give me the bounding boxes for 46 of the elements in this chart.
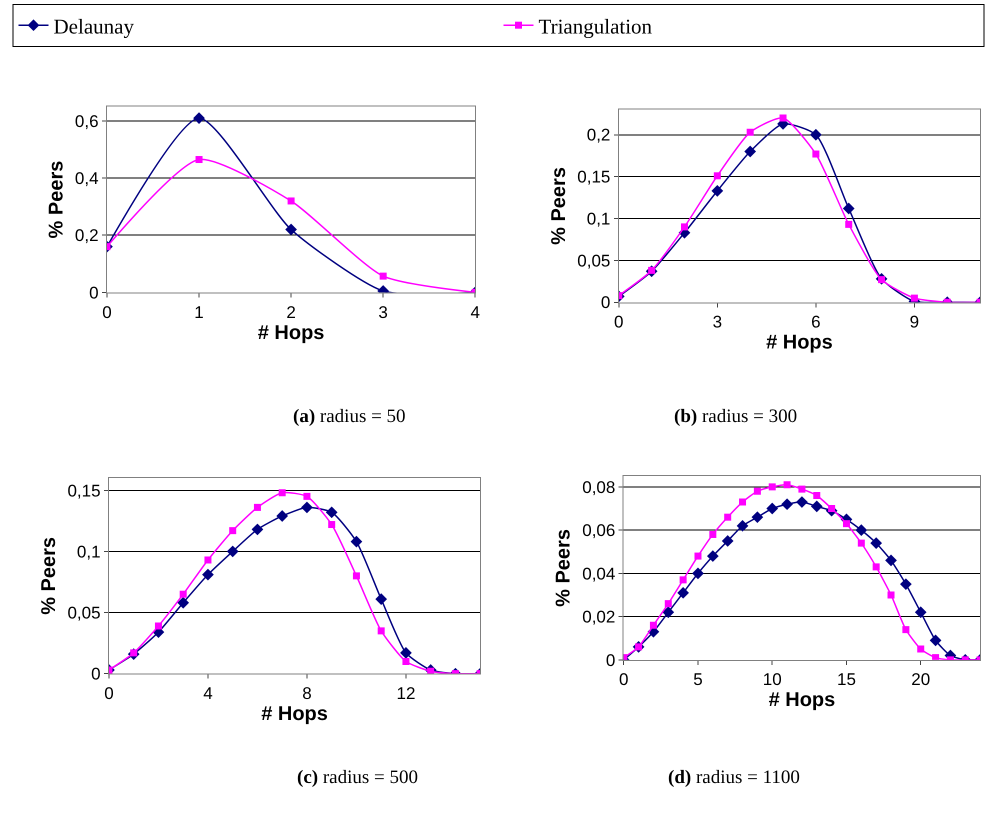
x-tick-label: 8 <box>302 684 312 704</box>
y-tick-label: 0,1 <box>586 209 610 228</box>
x-tick-label: 3 <box>712 312 722 332</box>
x-tick-label: 20 <box>911 670 930 690</box>
y-tick-label: 0,2 <box>586 126 610 145</box>
x-tick-label: 12 <box>396 684 416 704</box>
y-tick-label: 0,02 <box>582 608 616 627</box>
y-tick-label: 0,6 <box>74 112 99 131</box>
legend-label: Delaunay <box>54 14 134 38</box>
x-axis-title: # Hops <box>768 689 836 712</box>
y-tick-label: 0,05 <box>67 603 101 622</box>
y-axis-title: % Peers <box>552 529 575 607</box>
x-tick-label: 5 <box>693 670 703 690</box>
text: (c) radius = 500 <box>297 767 418 788</box>
x-axis-title: # Hops <box>258 322 324 344</box>
y-axis-title: % Peers <box>38 536 60 615</box>
y-tick-label: 0,04 <box>582 564 616 584</box>
text: (d) radius = 1100 <box>668 767 800 788</box>
x-tick-label: 4 <box>203 684 213 704</box>
y-tick-label: 0,15 <box>577 168 610 187</box>
x-tick-label: 0 <box>618 670 628 690</box>
x-tick-label: 3 <box>378 302 388 322</box>
x-axis-title: # Hops <box>261 703 328 726</box>
x-tick-label: 9 <box>910 312 920 332</box>
y-axis-title: % Peers <box>45 160 68 238</box>
x-tick-label: 10 <box>762 670 782 690</box>
y-tick-label: 0,4 <box>74 169 99 188</box>
y-tick-label: 0,1 <box>76 542 101 562</box>
y-tick-label: 0 <box>606 650 616 670</box>
y-tick-label: 0,2 <box>74 226 99 246</box>
x-tick-label: 0 <box>104 684 114 704</box>
text: (a) radius = 50 <box>293 406 406 427</box>
x-tick-label: 15 <box>837 670 856 690</box>
x-tick-label: 2 <box>286 302 296 322</box>
legend-label: Triangulation <box>538 14 653 38</box>
y-tick-label: 0,08 <box>582 478 616 497</box>
x-tick-label: 1 <box>194 302 204 322</box>
y-axis-title: % Peers <box>548 167 570 245</box>
text: (b) radius = 300 <box>674 406 798 427</box>
y-tick-label: 0,06 <box>582 521 616 540</box>
y-tick-label: 0,15 <box>67 481 101 500</box>
y-tick-label: 0 <box>89 283 99 302</box>
x-tick-label: 4 <box>470 302 480 322</box>
x-tick-label: 6 <box>811 312 821 332</box>
y-tick-label: 0,05 <box>577 251 610 270</box>
x-axis-title: # Hops <box>766 332 833 354</box>
